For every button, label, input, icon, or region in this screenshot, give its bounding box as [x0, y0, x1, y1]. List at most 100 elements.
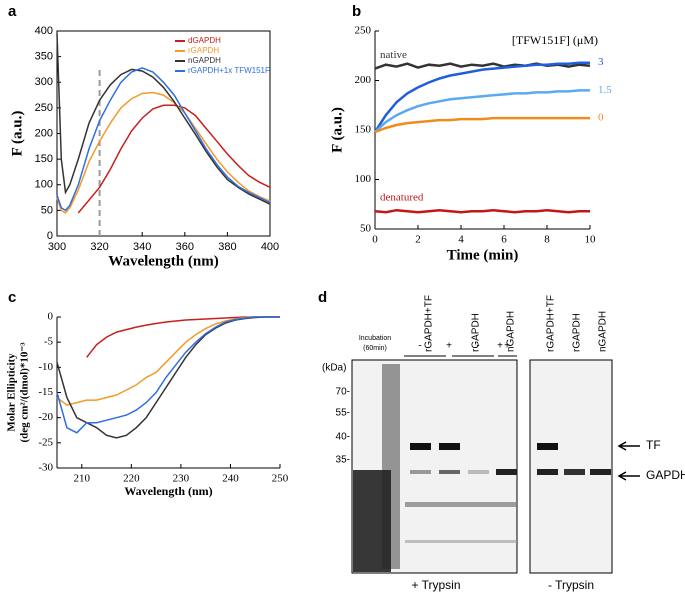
series-line — [374, 89, 590, 133]
lane-label: rGAPDH — [471, 313, 482, 352]
y-tick-label: 150 — [355, 124, 372, 136]
caption: + Trypsin — [411, 578, 460, 592]
y-axis-label: Molar Ellipticity — [6, 353, 18, 432]
series-line — [86, 316, 280, 358]
x-tick-label: 360 — [176, 241, 194, 253]
band — [537, 443, 558, 450]
band — [439, 443, 460, 450]
y-tick-label: 200 — [35, 127, 53, 139]
series-label: native — [380, 49, 407, 61]
sign: - — [476, 341, 479, 352]
caption: - Trypsin — [548, 578, 594, 592]
series-line — [56, 33, 271, 205]
y-tick-label: 100 — [355, 173, 372, 185]
sign: + — [446, 341, 452, 352]
x-tick-label: 320 — [90, 241, 108, 253]
legend-entry: nGAPDH — [188, 56, 221, 65]
panel-label: d — [318, 289, 327, 306]
x-tick-label: 250 — [272, 473, 289, 485]
y-tick-label: -20 — [38, 411, 53, 423]
band — [405, 540, 517, 543]
y-tick-label: 400 — [35, 25, 53, 37]
lane-label: rGAPDH+TF — [546, 295, 557, 352]
lane-label: nGAPDH — [598, 311, 609, 352]
y-tick-label: -30 — [38, 462, 53, 474]
sign: + — [497, 341, 503, 352]
incubation: Incubation — [359, 335, 391, 342]
legend-entry: rGAPDH+1x TFW151F — [188, 66, 270, 75]
gel-panel: rGAPDH+TF rGAPDH nGAPDH Incubation (60mi… — [322, 295, 685, 592]
x-tick-label: 2 — [415, 234, 421, 246]
series-line — [56, 316, 280, 439]
marker: 35- — [336, 455, 350, 466]
x-tick-label: 230 — [173, 473, 190, 485]
panel-label: c — [8, 289, 16, 306]
series-line — [56, 91, 271, 214]
y-tick-label: 300 — [35, 76, 53, 88]
series-line — [56, 316, 280, 406]
x-axis-label: Wavelength (nm) — [124, 484, 212, 498]
series-label: denatured — [380, 192, 424, 204]
band — [410, 470, 431, 474]
lane-label: nGAPDH — [506, 311, 517, 352]
y-tick-label: -25 — [38, 436, 53, 448]
series-line — [56, 67, 271, 212]
marker: 40- — [336, 432, 350, 443]
x-tick-label: 240 — [222, 473, 239, 485]
y-tick-label: 50 — [360, 223, 372, 235]
unit: (kDa) — [322, 363, 346, 374]
y-axis-label: F (a.u.) — [329, 107, 345, 153]
smear — [353, 470, 391, 572]
panel-label: b — [352, 3, 361, 20]
series-label: 1.5 — [598, 84, 612, 96]
x-tick-label: 400 — [261, 241, 279, 253]
arrow — [617, 471, 640, 481]
y-tick-label: -10 — [38, 361, 53, 373]
band — [537, 469, 558, 475]
x-tick-label: 0 — [372, 234, 378, 246]
panel-label: a — [8, 3, 17, 20]
y-tick-label: 0 — [47, 230, 53, 242]
legend-title: [TFW151F] (μM) — [512, 33, 598, 47]
x-tick-label: 210 — [74, 473, 91, 485]
band — [468, 470, 489, 474]
series-line — [77, 104, 271, 214]
series-label: 0 — [598, 112, 604, 124]
band-label: GAPDH — [646, 468, 685, 482]
legend-entry: rGAPDH — [188, 46, 219, 55]
x-tick-label: 220 — [123, 473, 140, 485]
lane-label: rGAPDH — [572, 313, 583, 352]
sign: - — [418, 341, 421, 352]
series-label: 3 — [598, 56, 604, 68]
arrow — [617, 441, 640, 451]
y-axis-label: F (a.u.) — [9, 111, 25, 157]
x-tick-label: 8 — [544, 234, 550, 246]
y-tick-label: 250 — [35, 102, 53, 114]
lane-label: rGAPDH+TF — [424, 295, 435, 352]
x-tick-label: 340 — [133, 241, 151, 253]
series-line — [374, 116, 590, 134]
y-tick-label: 0 — [48, 311, 54, 323]
band-label: TF — [646, 438, 661, 452]
y-axis-label: (deg cm²/(dmol)*10⁻³ — [19, 342, 31, 443]
x-axis-label: Time (min) — [447, 247, 519, 263]
legend-entry: dGAPDH — [188, 36, 221, 45]
frame — [56, 30, 271, 237]
y-tick-label: -5 — [44, 336, 54, 348]
band — [590, 469, 611, 475]
sign: + — [504, 341, 510, 352]
x-tick-label: 4 — [458, 234, 464, 246]
band — [405, 502, 517, 507]
y-tick-label: 200 — [355, 74, 372, 86]
y-tick-label: 350 — [35, 51, 53, 63]
series-line — [374, 208, 590, 214]
y-tick-label: 150 — [35, 153, 53, 165]
y-tick-label: 50 — [41, 204, 53, 216]
marker: 55- — [336, 408, 350, 419]
y-tick-label: 250 — [355, 25, 372, 37]
series-line — [56, 316, 280, 434]
incubation: (60min) — [363, 345, 387, 352]
band — [496, 469, 517, 475]
x-tick-label: 300 — [48, 241, 66, 253]
